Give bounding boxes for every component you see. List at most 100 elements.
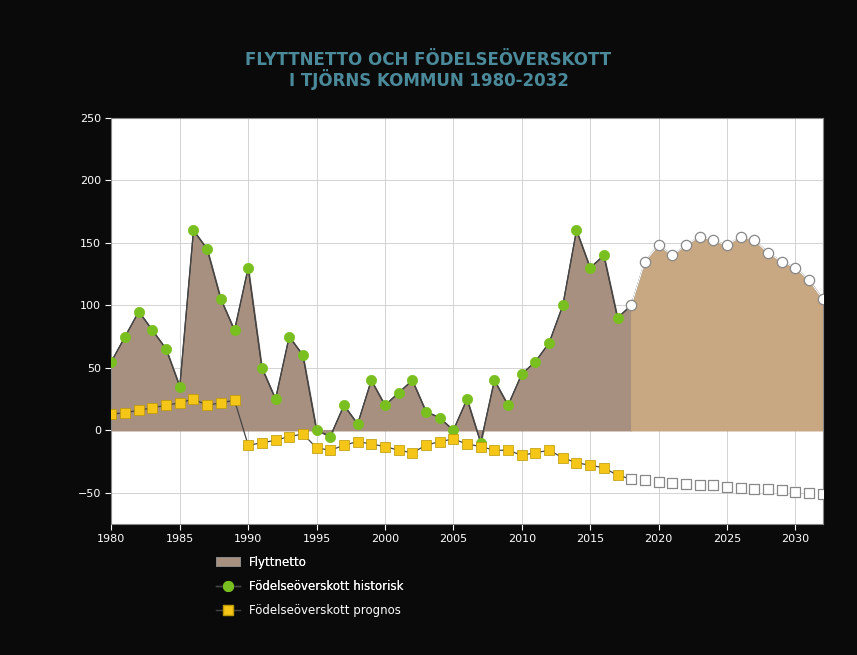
- Point: [747, 484, 761, 495]
- Point: [392, 445, 405, 455]
- Text: FLYTTNETTO OCH FÖDELSEÖVERSKOTT: FLYTTNETTO OCH FÖDELSEÖVERSKOTT: [245, 51, 612, 69]
- Point: [242, 263, 255, 273]
- Point: [788, 263, 802, 273]
- Point: [105, 356, 118, 367]
- Point: [775, 485, 788, 495]
- Point: [515, 450, 529, 460]
- Point: [816, 489, 830, 499]
- Point: [282, 331, 296, 342]
- Point: [146, 325, 159, 335]
- Point: [597, 250, 611, 261]
- Point: [433, 436, 446, 447]
- Point: [651, 476, 665, 487]
- Point: [419, 406, 433, 417]
- Point: [611, 312, 625, 323]
- Point: [775, 256, 788, 267]
- Point: [446, 425, 460, 436]
- Point: [542, 337, 556, 348]
- Point: [692, 480, 706, 491]
- Legend: Flyttnetto: Flyttnetto: [212, 552, 312, 574]
- Point: [625, 474, 638, 484]
- Point: [242, 440, 255, 451]
- Point: [187, 225, 201, 236]
- Point: [392, 388, 405, 398]
- Point: [747, 235, 761, 246]
- Point: [611, 470, 625, 481]
- Point: [132, 307, 146, 317]
- Point: [474, 438, 488, 448]
- Point: [282, 431, 296, 441]
- Point: [309, 443, 323, 453]
- Point: [378, 441, 392, 452]
- Point: [187, 394, 201, 404]
- Point: [159, 344, 173, 354]
- Point: [351, 419, 364, 429]
- Point: [269, 394, 283, 404]
- Point: [597, 462, 611, 473]
- Point: [228, 325, 242, 335]
- Point: [651, 240, 665, 251]
- Point: [665, 250, 679, 261]
- Point: [488, 375, 501, 386]
- Point: [173, 381, 187, 392]
- Point: [269, 435, 283, 445]
- Point: [255, 363, 269, 373]
- Point: [501, 400, 515, 411]
- Point: [228, 395, 242, 405]
- Point: [201, 400, 214, 411]
- Point: [364, 375, 378, 386]
- Point: [692, 231, 706, 242]
- Point: [201, 244, 214, 254]
- Point: [706, 480, 720, 491]
- Point: [638, 256, 651, 267]
- Legend: Födelseöverskott prognos: Födelseöverskott prognos: [212, 599, 406, 622]
- Point: [788, 486, 802, 496]
- Point: [460, 394, 474, 404]
- Point: [132, 405, 146, 415]
- Point: [364, 439, 378, 449]
- Point: [638, 475, 651, 485]
- Point: [529, 447, 542, 458]
- Point: [159, 400, 173, 411]
- Point: [501, 445, 515, 455]
- Point: [118, 331, 132, 342]
- Point: [474, 441, 488, 452]
- Point: [214, 398, 228, 408]
- Point: [570, 458, 584, 468]
- Point: [146, 403, 159, 413]
- Point: [173, 398, 187, 408]
- Point: [515, 369, 529, 379]
- Point: [734, 483, 747, 493]
- Point: [556, 453, 570, 463]
- Point: [816, 294, 830, 305]
- Point: [255, 438, 269, 448]
- Point: [570, 225, 584, 236]
- Point: [405, 375, 419, 386]
- Point: [761, 248, 775, 258]
- Point: [488, 445, 501, 455]
- Point: [214, 294, 228, 305]
- Point: [433, 413, 446, 423]
- Text: I TJÖRNS KOMMUN 1980-2032: I TJÖRNS KOMMUN 1980-2032: [289, 69, 568, 90]
- Point: [542, 445, 556, 455]
- Point: [679, 479, 692, 489]
- Point: [761, 484, 775, 495]
- Point: [118, 407, 132, 418]
- Point: [296, 429, 309, 440]
- Point: [679, 240, 692, 251]
- Point: [446, 434, 460, 444]
- Point: [720, 240, 734, 251]
- Point: [584, 460, 597, 470]
- Point: [405, 447, 419, 458]
- Point: [105, 409, 118, 419]
- Point: [665, 477, 679, 488]
- Point: [802, 487, 816, 498]
- Point: [625, 300, 638, 310]
- Point: [460, 439, 474, 449]
- Point: [720, 481, 734, 492]
- Point: [584, 263, 597, 273]
- Point: [625, 300, 638, 310]
- Point: [323, 445, 337, 455]
- Point: [734, 231, 747, 242]
- Point: [351, 436, 364, 447]
